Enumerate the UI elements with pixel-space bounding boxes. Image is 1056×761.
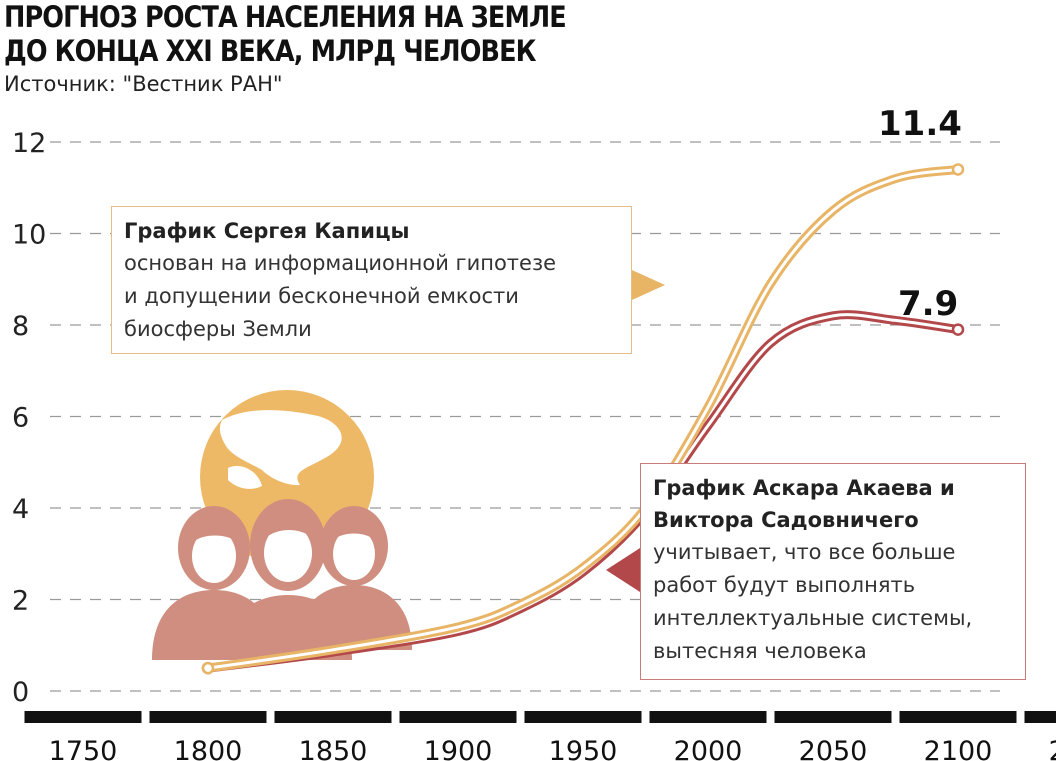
people-group-icon: [152, 499, 412, 660]
x-axis-segment: [524, 711, 642, 723]
x-axis-segment: [399, 711, 517, 723]
x-axis-segment: [774, 711, 892, 723]
kapitsa-start-point: [201, 661, 215, 675]
x-axis: 1750 1800 1850 1900 1950 2000 2050 2100 2150: [24, 711, 1056, 761]
y-tick-label: 8: [12, 311, 29, 342]
akaev-end-label: 7.9: [898, 284, 959, 324]
x-tick-label: 2150: [1049, 736, 1056, 761]
x-tick-label: 2000: [674, 736, 743, 761]
kapitsa-text-line: и допущении бесконечной емкости: [124, 284, 519, 308]
kapitsa-text-line: биосферы Земли: [124, 317, 312, 341]
chart-title-line-2: ДО КОНЦА XXI ВЕКА, МЛРД ЧЕЛОВЕК: [4, 34, 537, 68]
akaev-annotation-box: График Аскара Акаева и Виктора Садовниче…: [640, 463, 1026, 680]
y-tick-label: 2: [12, 586, 29, 617]
x-axis-segment: [899, 711, 1017, 723]
x-axis-segment: [1024, 711, 1056, 723]
x-tick-label: 1950: [549, 736, 618, 761]
y-tick-label: 10: [12, 220, 46, 251]
x-axis-segment: [24, 711, 142, 723]
y-tick-label: 4: [12, 494, 29, 525]
akaev-text-line: учитывает, что все больше: [653, 540, 956, 564]
kapitsa-annotation-box: График Сергея Капицы основан на информац…: [111, 206, 632, 354]
x-axis-segment: [274, 711, 392, 723]
x-tick-label: 1850: [299, 736, 368, 761]
x-tick-label: 1750: [49, 736, 118, 761]
x-tick-label: 1800: [174, 736, 243, 761]
y-tick-label: 0: [12, 677, 29, 708]
kapitsa-heading: График Сергея Капицы: [124, 219, 410, 243]
y-tick-label: 12: [12, 128, 46, 159]
kapitsa-callout-arrow: [632, 270, 665, 300]
akaev-text-line: работ будут выполнять: [653, 573, 916, 597]
akaev-heading-line: Виктора Садовничего: [653, 508, 919, 532]
source-note: Источник: "Вестник РАН": [4, 72, 283, 96]
x-tick-label: 2100: [924, 736, 993, 761]
y-axis-ticks: 0 2 4 6 8 10 12: [12, 128, 46, 708]
x-tick-label: 2050: [799, 736, 868, 761]
akaev-text-line: вытесняя человека: [653, 639, 867, 663]
chart-title-line-1: ПРОГНОЗ РОСТА НАСЕЛЕНИЯ НА ЗЕМЛЕ: [4, 0, 567, 34]
kapitsa-text-line: основан на информационной гипотезе: [124, 251, 557, 275]
x-axis-segment: [649, 711, 767, 723]
akaev-end-point: [951, 323, 965, 336]
akaev-heading-line: График Аскара Акаева и: [653, 476, 955, 500]
kapitsa-end-point: [951, 163, 965, 176]
x-axis-segment: [149, 711, 267, 723]
y-tick-label: 6: [12, 403, 29, 434]
akaev-text-line: интеллектуальные системы,: [653, 606, 973, 630]
x-tick-label: 1900: [424, 736, 493, 761]
akaev-callout-arrow: [606, 548, 640, 592]
kapitsa-end-label: 11.4: [878, 104, 962, 144]
